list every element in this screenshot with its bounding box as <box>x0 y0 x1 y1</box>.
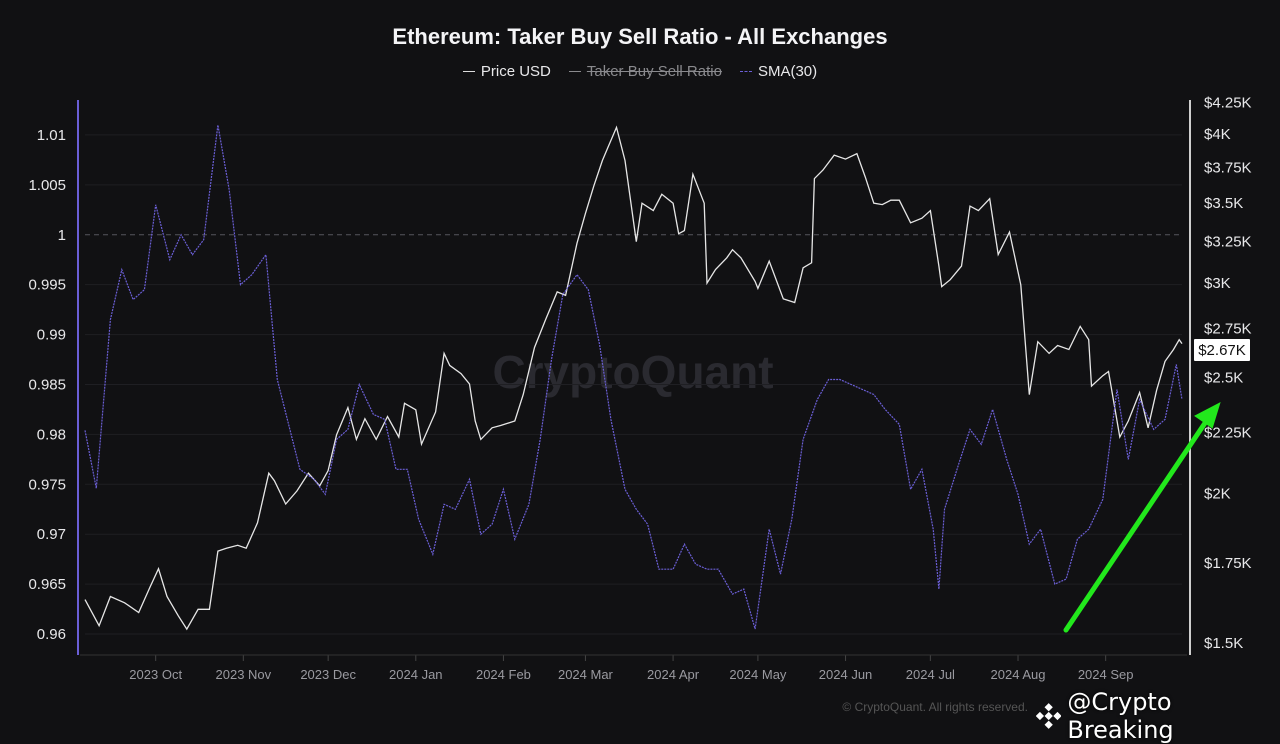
x-tick-label: 2023 Dec <box>300 667 356 682</box>
legend-item-sma30[interactable]: SMA(30) <box>739 63 818 80</box>
chart-plot: CryptoQuant 1.01 1.005 1 0.995 0.99 0.985 0.98… <box>28 94 1252 682</box>
legend-label: Price USD <box>480 63 551 80</box>
watermark: CryptoQuant <box>492 346 773 398</box>
y-left-tick-label: 0.985 <box>28 376 66 393</box>
y-left-tick-label: 0.96 <box>37 626 66 643</box>
y-right-tick-label: $2K <box>1204 485 1231 502</box>
y-right-tick-label: $4K <box>1204 126 1231 143</box>
y-right-tick-label: $2.75K <box>1204 320 1252 337</box>
x-tick-label: 2024 Jul <box>906 667 955 682</box>
x-tick-label: 2023 Oct <box>129 667 182 682</box>
y-left-tick-label: 0.97 <box>37 526 66 543</box>
chart-title: Ethereum: Taker Buy Sell Ratio - All Exc… <box>392 24 888 49</box>
y-left-tick-label: 1.005 <box>28 177 66 194</box>
y-right-tick-label: $3.5K <box>1204 195 1243 212</box>
legend-label: SMA(30) <box>757 63 818 80</box>
y-right-tick-label: $3K <box>1204 275 1231 292</box>
y-right-tick-label: $2.5K <box>1204 370 1243 387</box>
arrow-annotation-shaft <box>1063 420 1208 633</box>
binance-logo-icon <box>1036 703 1062 729</box>
y-right-tick-label: $3.75K <box>1204 159 1252 176</box>
last-price-badge <box>1194 339 1250 362</box>
copyright: © CryptoQuant. All rights reserved. <box>842 700 1028 714</box>
credit: @Crypto Breaking <box>1036 688 1280 744</box>
x-tick-label: 2024 Aug <box>991 667 1046 682</box>
x-tick-label: 2024 Sep <box>1078 667 1134 682</box>
y-left-tick-label: 0.995 <box>28 277 66 294</box>
legend-swatch <box>568 71 581 72</box>
x-tick-label: 2024 Mar <box>558 667 614 682</box>
x-tick-label: 2023 Nov <box>216 667 272 682</box>
legend-item-taker-buy-sell-ratio[interactable]: Taker Buy Sell Ratio <box>568 63 722 80</box>
y-left-tick-label: 0.99 <box>37 327 66 344</box>
y-left-tick-label: 1 <box>58 227 66 244</box>
credit-text: @Crypto Breaking <box>1067 688 1174 744</box>
legend-label: Taker Buy Sell Ratio <box>586 63 722 80</box>
legend-swatch <box>739 71 752 72</box>
sma30-line <box>84 124 1183 630</box>
legend-swatch <box>462 71 475 72</box>
x-tick-label: 2024 Apr <box>647 667 700 682</box>
x-tick-label: 2024 Feb <box>476 667 531 682</box>
x-tick-label: 2024 May <box>729 667 787 682</box>
legend: Price USD Taker Buy Sell Ratio SMA(30) <box>0 63 1280 80</box>
price-usd-line <box>84 125 1183 631</box>
y-right-tick-label: $3.25K <box>1204 234 1252 251</box>
x-tick-label: 2024 Jan <box>389 667 443 682</box>
y-right-tick-label: $2.25K <box>1204 424 1252 441</box>
y-left-tick-label: 0.965 <box>28 576 66 593</box>
legend-item-price-usd[interactable]: Price USD <box>462 63 551 80</box>
x-tick-label: 2024 Jun <box>819 667 873 682</box>
y-right-tick-label: $1.5K <box>1204 635 1243 652</box>
arrow-annotation-head <box>1194 402 1221 429</box>
y-left-tick-label: 0.975 <box>28 476 66 493</box>
y-left-tick-label: 0.98 <box>37 426 66 443</box>
last-price-label: $2.67K <box>1198 342 1246 359</box>
y-left-tick-label: 1.01 <box>37 127 66 144</box>
y-right-tick-label: $4.25K <box>1204 94 1252 111</box>
y-right-tick-label: $1.75K <box>1204 555 1252 572</box>
